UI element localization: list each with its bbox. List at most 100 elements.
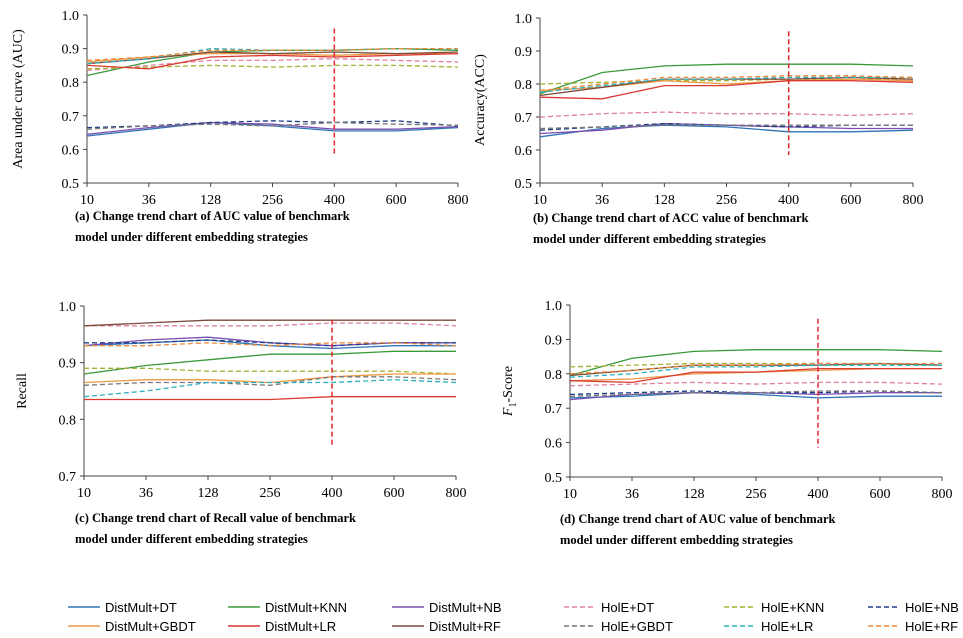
series-line-distmult-lr [84,396,456,401]
x-tick-label: 800 [903,193,924,208]
x-tick-label: 128 [684,487,705,502]
y-tick-label: 1.0 [545,299,563,314]
x-tick-label: 36 [625,487,639,502]
y-axis-label: Area under curve (AUC) [11,29,26,169]
caption-a: (a) Change trend chart of AUC value of b… [75,206,350,248]
legend-swatch [392,606,424,608]
caption-b-line1: (b) Change trend chart of ACC value of b… [533,211,809,225]
x-tick-label: 400 [778,193,799,208]
y-tick-label: 0.7 [545,402,563,417]
x-tick-label: 256 [716,193,737,208]
series-line-distmult-knn [83,350,456,375]
series-line-hole-knn [539,78,913,85]
x-tick-label: 600 [386,193,407,208]
legend-swatch [868,625,900,627]
series-line-distmult-lr [86,52,459,70]
y-tick-label: 0.7 [62,110,80,125]
legend-label: DistMult+DT [105,599,177,615]
series-line-hole-knn [84,367,457,375]
legend-label: HolE+RF [905,618,959,634]
series-line-hole-dt [539,111,914,118]
series-line-distmult-dt [83,339,456,350]
x-tick-label: 10 [533,193,547,208]
legend-label: DistMult+LR [265,618,337,634]
series-line-hole-knn [86,64,459,70]
series-line-hole-lr [569,364,942,378]
series-line-hole-rf [86,47,458,62]
x-tick-label: 400 [808,487,829,502]
series-line-distmult-dt [539,124,914,138]
caption-c-line2: model under different embedding strategi… [75,532,308,546]
caption-d-line1: (d) Change trend chart of AUC value of b… [560,512,836,526]
legend-item-hole-dt: HolE+DT [564,598,654,616]
legend-swatch [724,606,756,608]
series-line-hole-gbdt [569,390,943,397]
panel-b: 0.5 0.6 0.7 0.8 0.9 1.0 10 36 128 256 400 600 800 Acc… [473,12,924,208]
y-tick-label: 0.5 [62,177,80,192]
x-tick-label: 128 [654,193,675,208]
caption-a-line2: model under different embedding strategi… [75,230,308,244]
series-line-hole-gbdt [539,124,913,130]
y-tick-label: 1.0 [59,300,77,315]
y-tick-label: 0.7 [59,470,77,485]
x-tick-label: 800 [448,193,469,208]
caption-d-line2: model under different embedding strategi… [560,533,793,547]
y-axis-label: Recall [15,373,30,409]
panel-a: 0.5 0.6 0.7 0.8 0.9 1.0 10 36 128 256 400 600 800 Are… [11,9,469,208]
y-tick-label: 0.7 [515,111,533,126]
series-line-distmult-nb [86,121,459,135]
legend-item-distmult-rf: DistMult+RF [392,617,501,635]
x-tick-label: 800 [446,486,467,501]
legend-item-hole-rf: HolE+RF [868,617,958,635]
legend-label: DistMult+GBDT [105,618,196,634]
series-line-hole-gbdt [83,376,457,386]
legend-swatch [392,625,424,627]
y-tick-label: 0.9 [515,45,533,60]
series-line-hole-gbdt [86,121,459,130]
legend-label: HolE+GBDT [601,618,673,634]
x-tick-label: 600 [384,486,405,501]
y-tick-label: 0.9 [62,43,80,58]
series-line-distmult-nb [83,336,456,347]
series-line-distmult-knn [539,63,914,95]
x-tick-label: 10 [77,486,91,501]
series-line-distmult-knn [86,47,459,77]
y-axis-label: Accuracy(ACC) [473,54,488,146]
y-tick-label: 0.6 [62,143,80,158]
legend-swatch [868,606,900,608]
x-tick-label: 10 [563,487,577,502]
series-line-distmult-dt [569,392,942,399]
series-line-distmult-lr [569,367,942,384]
x-tick-label: 36 [139,486,153,501]
y-tick-label: 0.8 [59,413,77,428]
caption-b: (b) Change trend chart of ACC value of b… [533,208,808,250]
x-tick-label: 256 [746,487,767,502]
legend-item-distmult-nb: DistMult+NB [392,598,502,616]
y-axis-label: F1-Score [501,366,519,417]
y-tick-label: 0.5 [545,471,563,486]
x-tick-label: 128 [200,193,221,208]
caption-c-line1: (c) Change trend chart of Recall value o… [75,511,356,525]
series-line-hole-rf [539,75,914,92]
x-tick-label: 128 [198,486,219,501]
legend-swatch [564,625,596,627]
legend-label: HolE+KNN [761,599,825,615]
y-tick-label: 1.0 [62,9,80,24]
caption-c: (c) Change trend chart of Recall value o… [75,508,356,550]
series-line-distmult-rf [83,319,456,327]
y-tick-label: 0.6 [515,144,533,159]
caption-d: (d) Change trend chart of AUC value of b… [560,509,835,551]
legend-label: HolE+DT [601,599,655,615]
legend-item-hole-lr: HolE+LR [724,617,813,635]
series-line-hole-dt [569,381,943,387]
legend-swatch [564,606,596,608]
series-line-hole-dt [84,322,457,327]
panel-c: 0.7 0.8 0.9 1.0 10 36 128 256 400 600 800 Recall [15,300,467,501]
y-tick-label: 0.6 [545,437,563,452]
series-line-hole-lr [539,76,913,93]
series-line-hole-lr [83,379,457,398]
series-line-distmult-gbdt [83,373,456,384]
series-line-distmult-lr [539,80,914,100]
x-tick-label: 36 [595,193,609,208]
legend-label: DistMult+RF [429,618,501,634]
